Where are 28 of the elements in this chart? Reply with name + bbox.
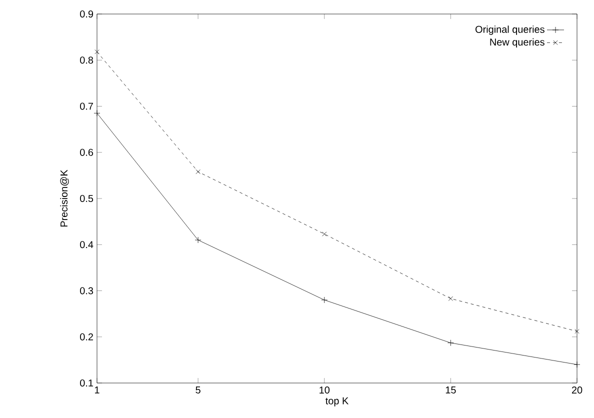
point <box>574 361 580 368</box>
point <box>447 340 454 346</box>
x-tick-label: 1 <box>95 386 100 394</box>
x-tick-label: 15 <box>446 386 456 394</box>
y-tick-label: 0.6 <box>80 148 94 156</box>
legend-label: New queries <box>490 38 544 48</box>
y-tick-label: 0.4 <box>80 241 94 248</box>
point <box>322 232 327 236</box>
y-axis-title: Precision@K <box>60 170 69 227</box>
y-tick-label: 0.1 <box>80 379 94 387</box>
x-tick-label: 20 <box>572 386 582 394</box>
y-tick-label: 0.5 <box>80 194 94 202</box>
point <box>448 296 454 301</box>
x-tick-label: 5 <box>196 386 200 394</box>
legend-label: Original queries <box>476 26 544 35</box>
x-axis-title: top K <box>326 397 349 406</box>
point <box>94 50 100 54</box>
x-tick-label: 10 <box>320 386 330 394</box>
point <box>321 296 328 304</box>
point <box>574 329 580 334</box>
y-tick-label: 0.2 <box>80 333 93 340</box>
y-tick-label: 0.7 <box>80 102 93 110</box>
y-tick-label: 0.8 <box>80 56 94 64</box>
y-tick-label: 0.9 <box>80 10 94 18</box>
point <box>194 236 202 244</box>
point <box>196 169 200 174</box>
point <box>94 110 100 116</box>
y-tick-label: 0.3 <box>80 287 94 294</box>
